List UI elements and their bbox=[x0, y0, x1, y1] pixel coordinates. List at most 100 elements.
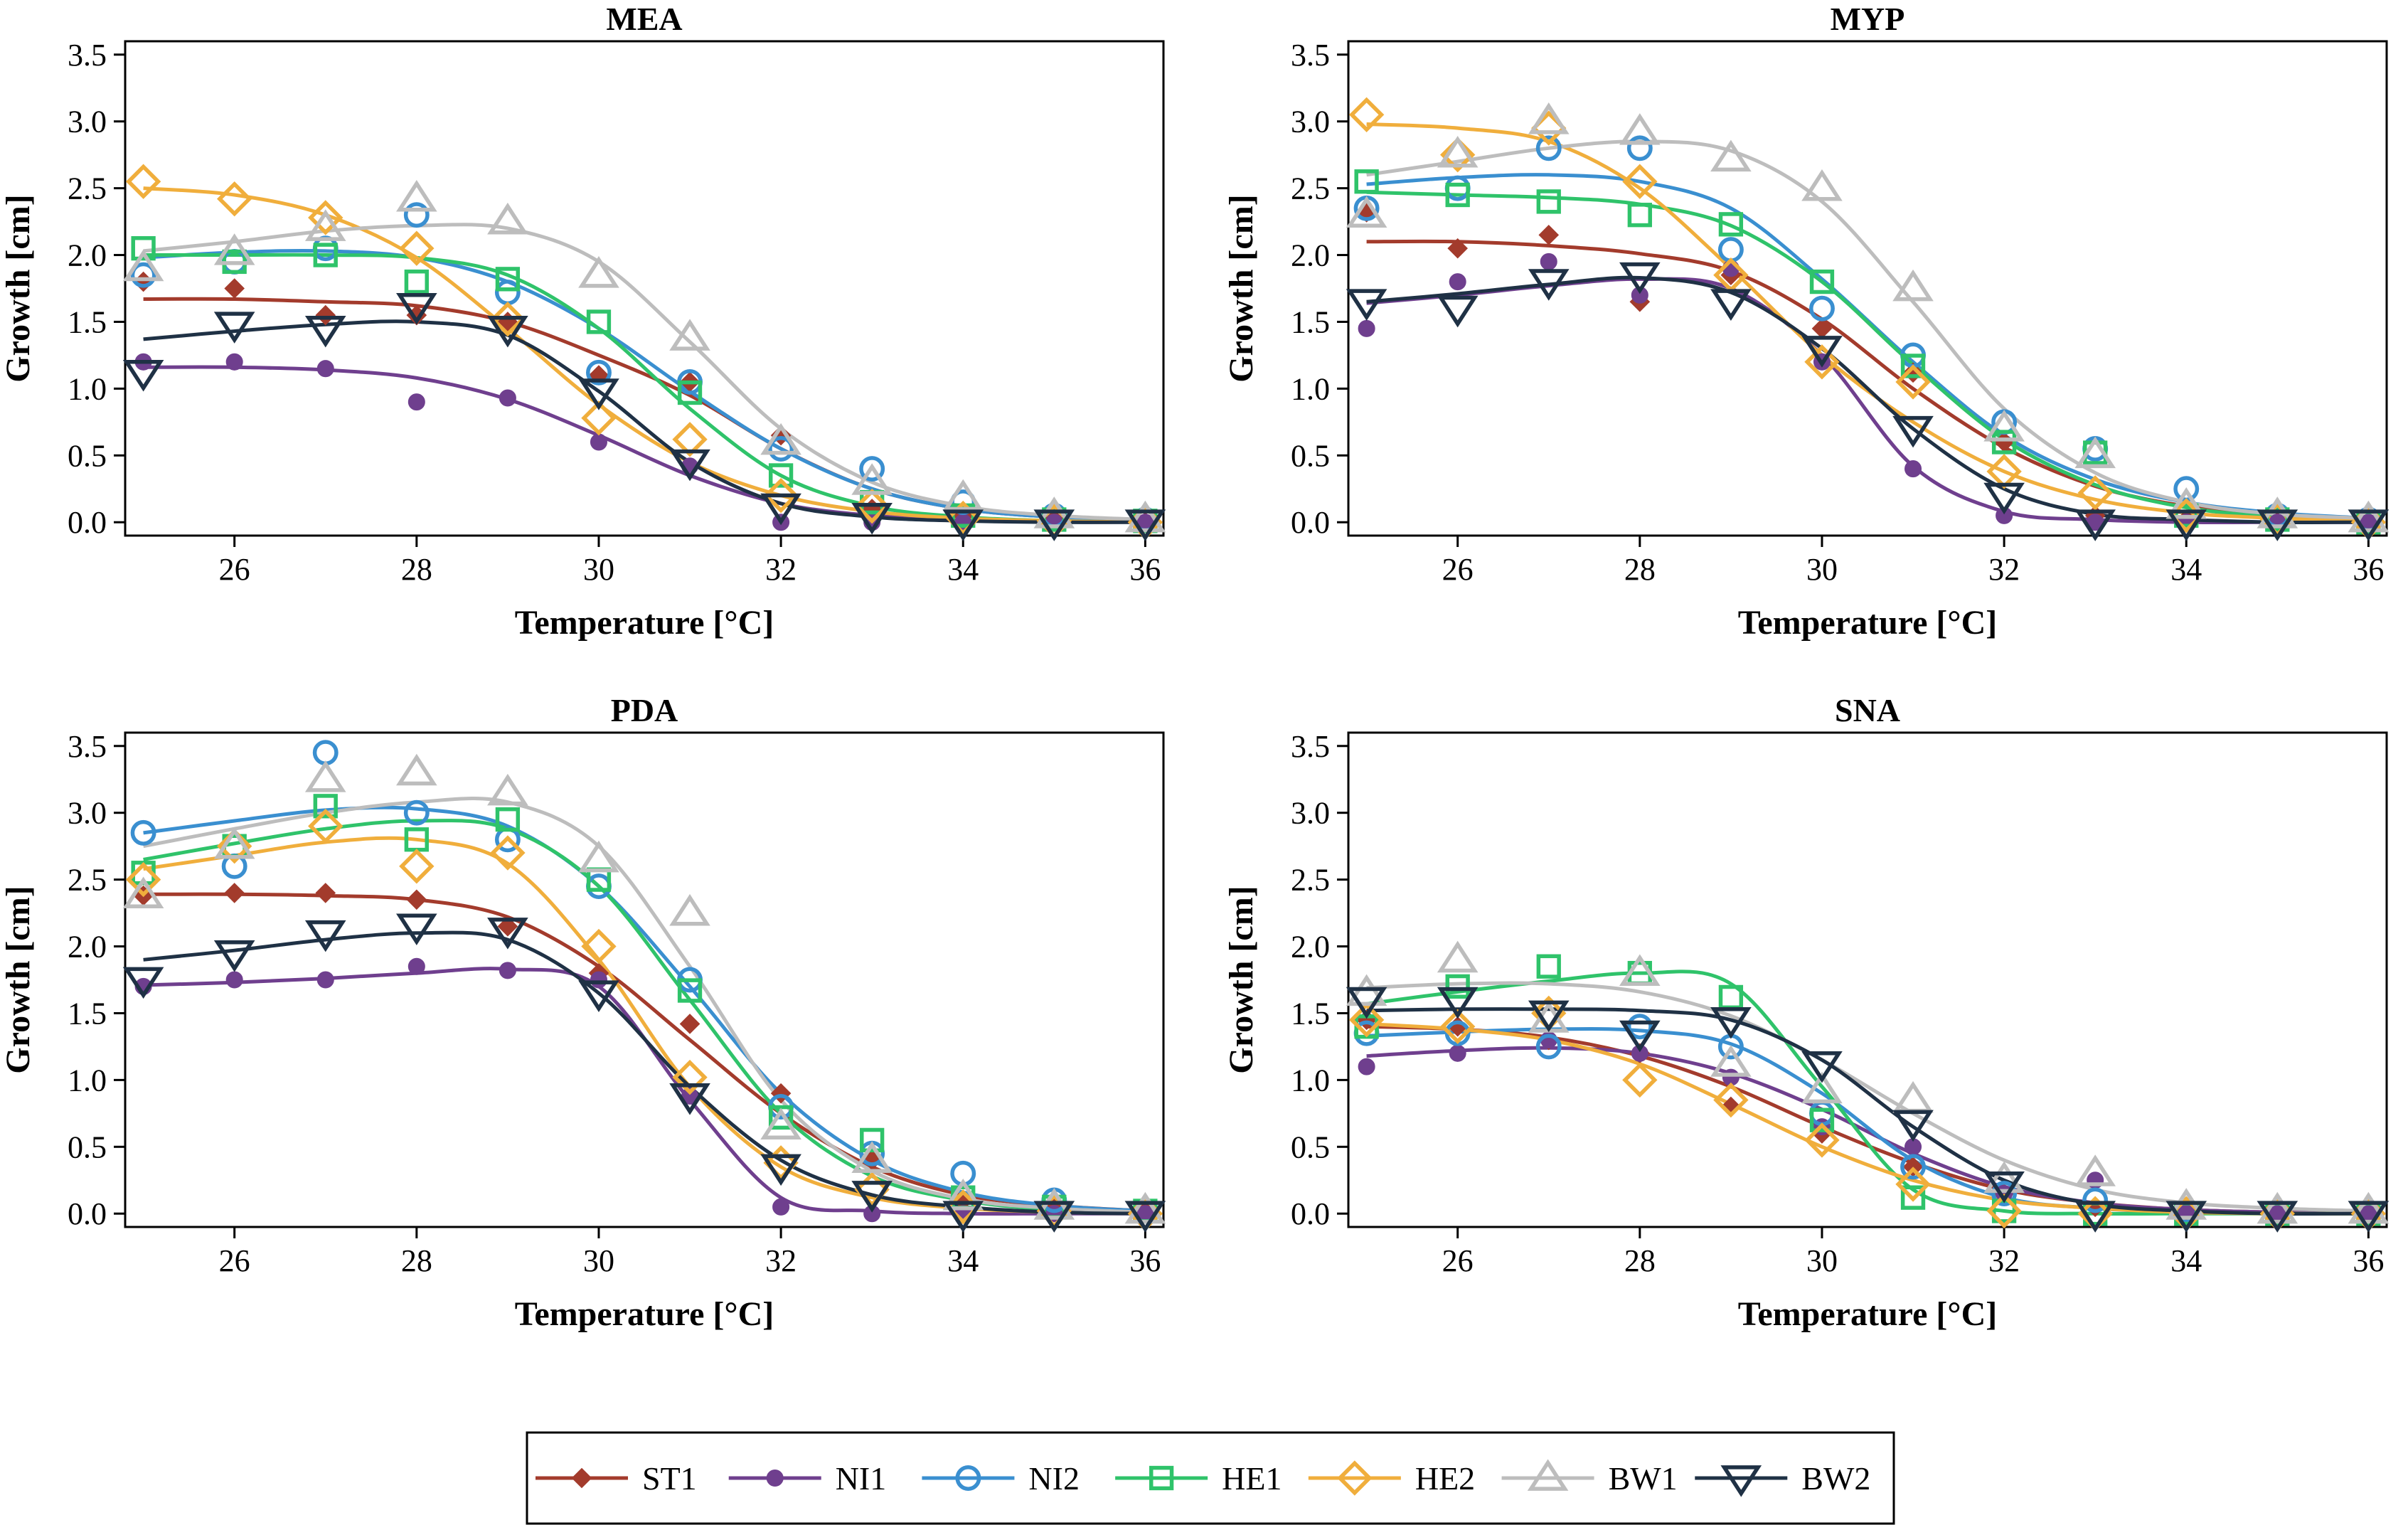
point-he2 bbox=[1622, 1062, 1658, 1098]
point-he2 bbox=[1622, 164, 1658, 199]
y-tick-label: 1.5 bbox=[1291, 996, 1330, 1031]
point-ni1 bbox=[1449, 1044, 1466, 1062]
point-bw1 bbox=[1619, 954, 1661, 986]
point-bw1 bbox=[396, 179, 437, 212]
point-ni2 bbox=[1535, 135, 1562, 161]
point-st1 bbox=[224, 278, 245, 299]
point-bw1 bbox=[1437, 136, 1479, 168]
x-tick-label: 34 bbox=[947, 552, 979, 587]
y-tick-label: 3.0 bbox=[1291, 105, 1330, 139]
point-bw2 bbox=[669, 1083, 710, 1115]
point-he1 bbox=[1991, 430, 2017, 455]
y-axis-label: Growth [cm] bbox=[0, 886, 37, 1073]
point-bw1 bbox=[304, 209, 346, 241]
point-he2 bbox=[1895, 364, 1931, 400]
point-bw1 bbox=[2074, 1154, 2116, 1186]
point-bw1 bbox=[396, 753, 437, 786]
point-bw1 bbox=[669, 893, 710, 926]
point-ni1 bbox=[407, 957, 425, 975]
point-bw2 bbox=[1983, 1171, 2025, 1203]
point-bw1 bbox=[942, 1179, 984, 1211]
point-bw2 bbox=[396, 293, 437, 325]
point-he1 bbox=[677, 978, 703, 1003]
point-bw2 bbox=[1346, 987, 1387, 1019]
point-he1 bbox=[1354, 169, 1379, 194]
point-he2 bbox=[1713, 1082, 1749, 1118]
legend-label-ni2: NI2 bbox=[1028, 1460, 1080, 1497]
point-he2 bbox=[1439, 137, 1476, 173]
point-ni2 bbox=[1626, 1014, 1653, 1040]
point-ni2 bbox=[859, 456, 885, 482]
point-he2 bbox=[854, 488, 890, 524]
point-ni2 bbox=[2082, 1187, 2109, 1213]
point-bw1 bbox=[1892, 269, 1934, 302]
point-he1 bbox=[768, 1105, 794, 1130]
y-tick-label: 1.0 bbox=[1291, 371, 1330, 406]
y-tick-label: 2.5 bbox=[1291, 171, 1330, 206]
point-he2 bbox=[1804, 344, 1840, 380]
point-bw2 bbox=[213, 312, 255, 344]
x-tick-label: 32 bbox=[765, 1243, 797, 1278]
point-ni1 bbox=[772, 1198, 790, 1216]
point-ni2 bbox=[1535, 1034, 1562, 1060]
legend-marker-bw2 bbox=[1720, 1465, 1762, 1497]
point-he1 bbox=[1900, 1185, 1926, 1210]
point-he2 bbox=[490, 835, 526, 871]
legend-label-he2: HE2 bbox=[1415, 1460, 1475, 1497]
point-ni2 bbox=[1991, 1181, 2018, 1206]
legend-marker-bw1 bbox=[1527, 1459, 1569, 1491]
point-bw2 bbox=[1346, 289, 1387, 321]
point-he2 bbox=[216, 181, 252, 217]
point-he1 bbox=[131, 235, 156, 261]
point-bw2 bbox=[1619, 262, 1661, 294]
x-tick-label: 34 bbox=[2170, 1243, 2202, 1278]
x-tick-label: 26 bbox=[219, 1243, 250, 1278]
point-bw2 bbox=[578, 980, 619, 1012]
point-ni1 bbox=[1358, 319, 1375, 337]
point-he1 bbox=[495, 267, 521, 292]
point-bw2 bbox=[1437, 987, 1479, 1019]
point-bw2 bbox=[1801, 1051, 1843, 1083]
point-ni1 bbox=[590, 971, 607, 989]
point-bw2 bbox=[851, 502, 893, 535]
x-tick-label: 34 bbox=[2170, 552, 2202, 587]
legend-marker-he1 bbox=[1149, 1465, 1174, 1491]
x-tick-label: 32 bbox=[765, 552, 797, 587]
legend-marker-ni1 bbox=[766, 1469, 784, 1487]
point-he2 bbox=[672, 422, 708, 457]
point-bw1 bbox=[1710, 1045, 1752, 1077]
y-tick-label: 1.0 bbox=[1291, 1063, 1330, 1098]
point-he1 bbox=[1809, 269, 1835, 294]
y-tick-label: 0.0 bbox=[68, 1196, 107, 1231]
y-tick-label: 3.5 bbox=[1291, 38, 1330, 73]
point-he1 bbox=[1536, 189, 1561, 214]
point-ni2 bbox=[130, 262, 156, 288]
point-he2 bbox=[490, 302, 526, 337]
x-tick-label: 28 bbox=[401, 1243, 432, 1278]
x-tick-label: 36 bbox=[1129, 552, 1161, 587]
x-tick-label: 26 bbox=[1442, 552, 1474, 587]
point-bw2 bbox=[760, 1154, 801, 1186]
point-bw2 bbox=[851, 1181, 893, 1213]
legend-label-bw1: BW1 bbox=[1609, 1460, 1678, 1497]
point-bw1 bbox=[1346, 196, 1387, 228]
x-tick-label: 36 bbox=[2353, 1243, 2384, 1278]
point-bw1 bbox=[851, 463, 893, 495]
x-axis-label: Temperature [°C] bbox=[515, 604, 774, 642]
point-he1 bbox=[495, 807, 521, 832]
point-st1 bbox=[679, 1014, 700, 1034]
y-tick-label: 2.5 bbox=[68, 171, 107, 206]
point-bw1 bbox=[1801, 169, 1843, 201]
panel-sna: SNA 26 28 30 32 34 36 0.0 0.5 1.0 1.5 2.0 2.5 3.0 3.5 T… bbox=[1222, 692, 2390, 1333]
point-bw1 bbox=[2074, 436, 2116, 469]
point-bw2 bbox=[487, 315, 528, 348]
point-he2 bbox=[1439, 1009, 1476, 1044]
point-bw1 bbox=[851, 1141, 893, 1173]
point-bw1 bbox=[2348, 1191, 2390, 1224]
y-tick-label: 2.5 bbox=[68, 863, 107, 898]
point-ni1 bbox=[1540, 253, 1557, 270]
point-he2 bbox=[125, 861, 161, 898]
point-bw1 bbox=[1437, 940, 1479, 973]
point-ni1 bbox=[1449, 273, 1466, 291]
point-bw1 bbox=[1710, 139, 1752, 172]
